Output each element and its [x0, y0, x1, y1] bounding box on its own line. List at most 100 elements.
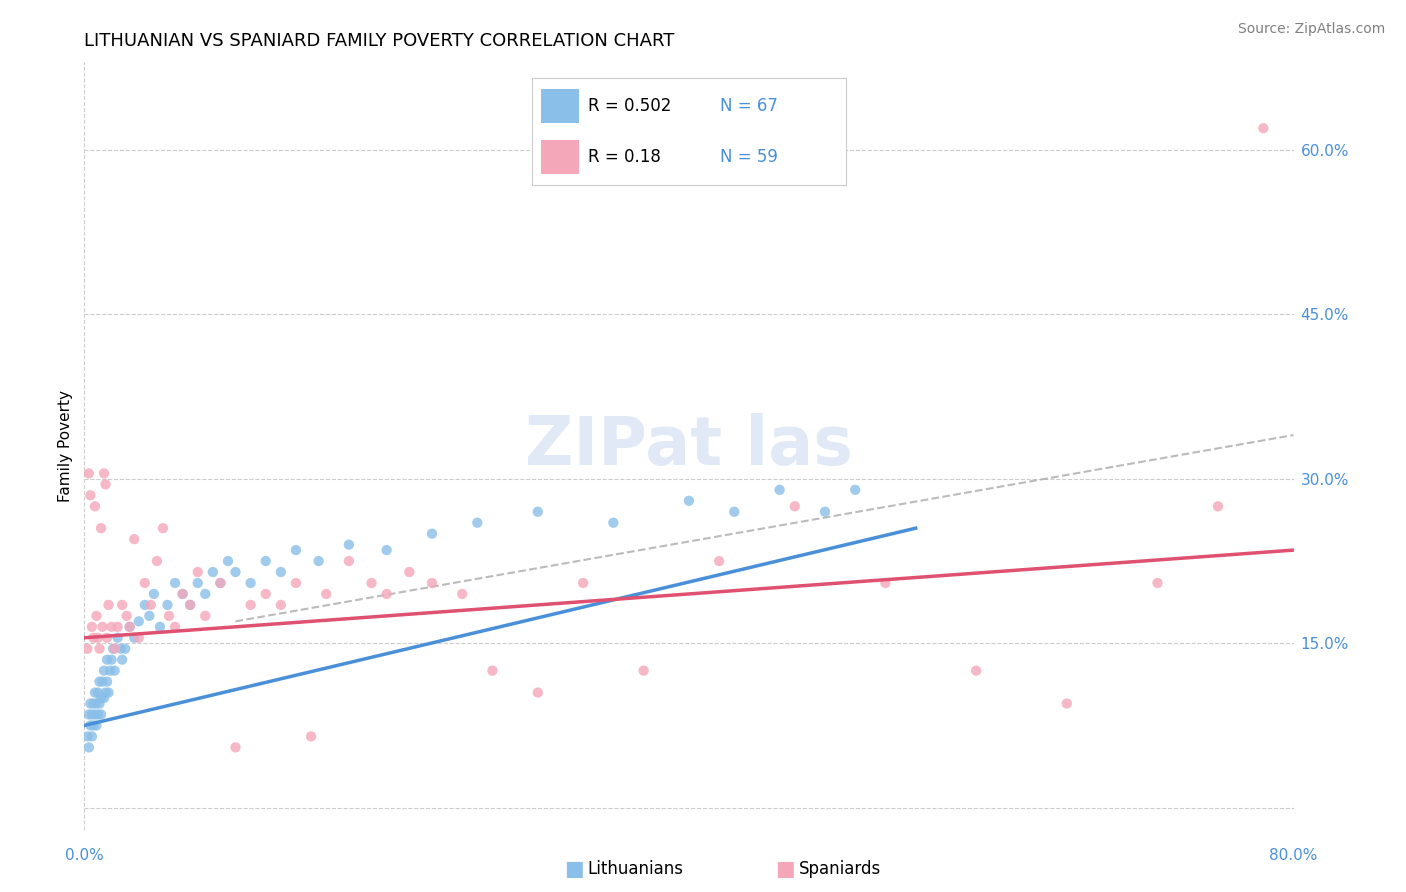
Point [80, 707, 103, 722]
Text: LITHUANIAN VS SPANIARD FAMILY POVERTY CORRELATION CHART: LITHUANIAN VS SPANIARD FAMILY POVERTY CO… [84, 32, 675, 50]
Point [527, 505, 550, 519]
Point [90, 691, 112, 706]
Point [149, 620, 172, 634]
Point [308, 554, 330, 568]
Point [82, 631, 104, 645]
Point [91, 620, 114, 634]
Point [77, 740, 100, 755]
Point [77, 707, 100, 722]
Point [217, 554, 239, 568]
Point [254, 587, 277, 601]
Point [142, 587, 165, 601]
Point [194, 608, 217, 623]
Point [114, 641, 136, 656]
Point [118, 620, 141, 634]
Point [152, 521, 174, 535]
Point [122, 532, 145, 546]
Point [678, 493, 700, 508]
Point [225, 740, 247, 755]
Point [315, 587, 337, 601]
Point [97, 598, 120, 612]
Point [420, 576, 443, 591]
Text: Source: ZipAtlas.com: Source: ZipAtlas.com [1237, 22, 1385, 37]
Point [128, 631, 150, 645]
Point [844, 483, 866, 497]
Point [111, 653, 134, 667]
Point [86, 608, 108, 623]
Point [84, 707, 107, 722]
Point [84, 685, 107, 699]
Point [96, 631, 118, 645]
Point [87, 707, 110, 722]
Point [156, 598, 179, 612]
Point [239, 598, 262, 612]
Point [111, 598, 134, 612]
Point [138, 608, 160, 623]
Point [187, 576, 209, 591]
Text: ■: ■ [775, 859, 794, 879]
Point [209, 576, 232, 591]
Point [100, 653, 122, 667]
Point [134, 576, 156, 591]
Point [1253, 121, 1275, 136]
Point [104, 641, 127, 656]
Point [89, 697, 111, 711]
Point [110, 641, 132, 656]
Point [709, 554, 731, 568]
Point [270, 598, 292, 612]
Point [225, 565, 247, 579]
Point [194, 587, 217, 601]
Point [80, 620, 103, 634]
Point [1056, 697, 1078, 711]
Point [79, 488, 101, 502]
Point [769, 483, 792, 497]
Point [79, 718, 101, 732]
Point [299, 730, 322, 744]
Point [1206, 500, 1229, 514]
Point [254, 554, 277, 568]
Point [80, 730, 103, 744]
Point [96, 674, 118, 689]
Point [146, 554, 169, 568]
Point [76, 730, 98, 744]
Point [157, 608, 180, 623]
Point [98, 664, 121, 678]
Point [398, 565, 420, 579]
Point [467, 516, 489, 530]
Point [86, 697, 108, 711]
Point [82, 718, 104, 732]
Point [91, 674, 114, 689]
Point [94, 477, 117, 491]
Point [107, 620, 129, 634]
Point [633, 664, 655, 678]
Point [76, 641, 98, 656]
Point [965, 664, 987, 678]
Point [375, 587, 398, 601]
Point [201, 565, 224, 579]
Point [285, 576, 308, 591]
Point [93, 691, 115, 706]
Text: 80.0%: 80.0% [1270, 848, 1317, 863]
Point [107, 631, 129, 645]
Point [875, 576, 897, 591]
Point [89, 674, 111, 689]
Point [360, 576, 382, 591]
Point [172, 587, 194, 601]
Point [179, 598, 201, 612]
Point [118, 620, 141, 634]
Point [93, 467, 115, 481]
Point [100, 620, 122, 634]
Point [337, 538, 360, 552]
Point [285, 543, 308, 558]
Point [270, 565, 292, 579]
Text: Spaniards: Spaniards [799, 860, 880, 878]
Point [337, 554, 360, 568]
Y-axis label: Family Poverty: Family Poverty [58, 390, 73, 502]
Point [96, 653, 118, 667]
Point [481, 664, 503, 678]
Point [209, 576, 232, 591]
Point [128, 615, 150, 629]
Text: 0.0%: 0.0% [65, 848, 104, 863]
Point [79, 697, 101, 711]
Point [420, 526, 443, 541]
